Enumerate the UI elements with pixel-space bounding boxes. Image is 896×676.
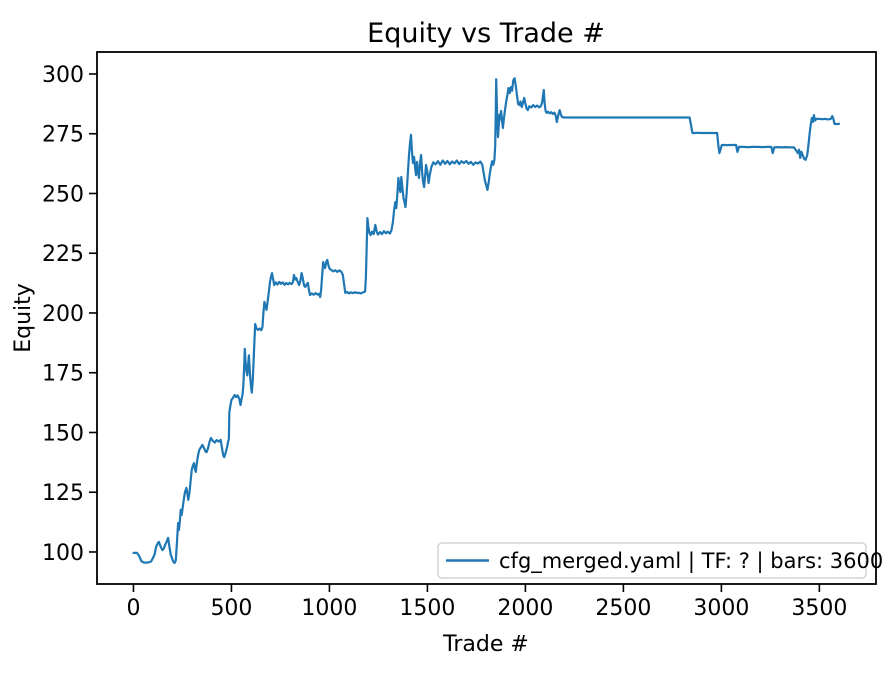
- x-tick-label: 2500: [595, 596, 651, 621]
- y-tick-label: 250: [42, 182, 84, 207]
- y-tick-label: 125: [42, 481, 84, 506]
- y-tick-label: 275: [42, 123, 84, 148]
- plot-area: 0 500 1000 1500 2000 2500 3000 3500 100 125 150 175…: [42, 51, 877, 621]
- y-axis-label: Equity: [11, 283, 36, 353]
- chart-title: Equity vs Trade #: [367, 18, 605, 49]
- y-tick-label: 200: [42, 302, 84, 327]
- legend: cfg_merged.yaml | TF: ? | bars: 3600: [437, 542, 883, 579]
- x-tick-label: 1000: [301, 596, 357, 621]
- x-axis-label: Trade #: [442, 632, 529, 657]
- equity-line: [132, 77, 841, 565]
- x-tick-label: 500: [210, 596, 252, 621]
- x-tick-label: 0: [126, 596, 140, 621]
- axes-frame: [96, 51, 877, 585]
- legend-label: cfg_merged.yaml | TF: ? | bars: 3600: [499, 549, 883, 574]
- y-tick-label: 300: [42, 63, 84, 88]
- y-tick-label: 225: [42, 242, 84, 267]
- legend-box: [437, 542, 867, 579]
- y-tick-label: 175: [42, 362, 84, 387]
- y-tick-label: 150: [42, 421, 84, 446]
- y-tick-label: 100: [42, 541, 84, 566]
- x-tick-label: 3000: [693, 596, 749, 621]
- x-tick-label: 1500: [399, 596, 455, 621]
- x-tick-label: 3500: [791, 596, 847, 621]
- x-tick-label: 2000: [497, 596, 553, 621]
